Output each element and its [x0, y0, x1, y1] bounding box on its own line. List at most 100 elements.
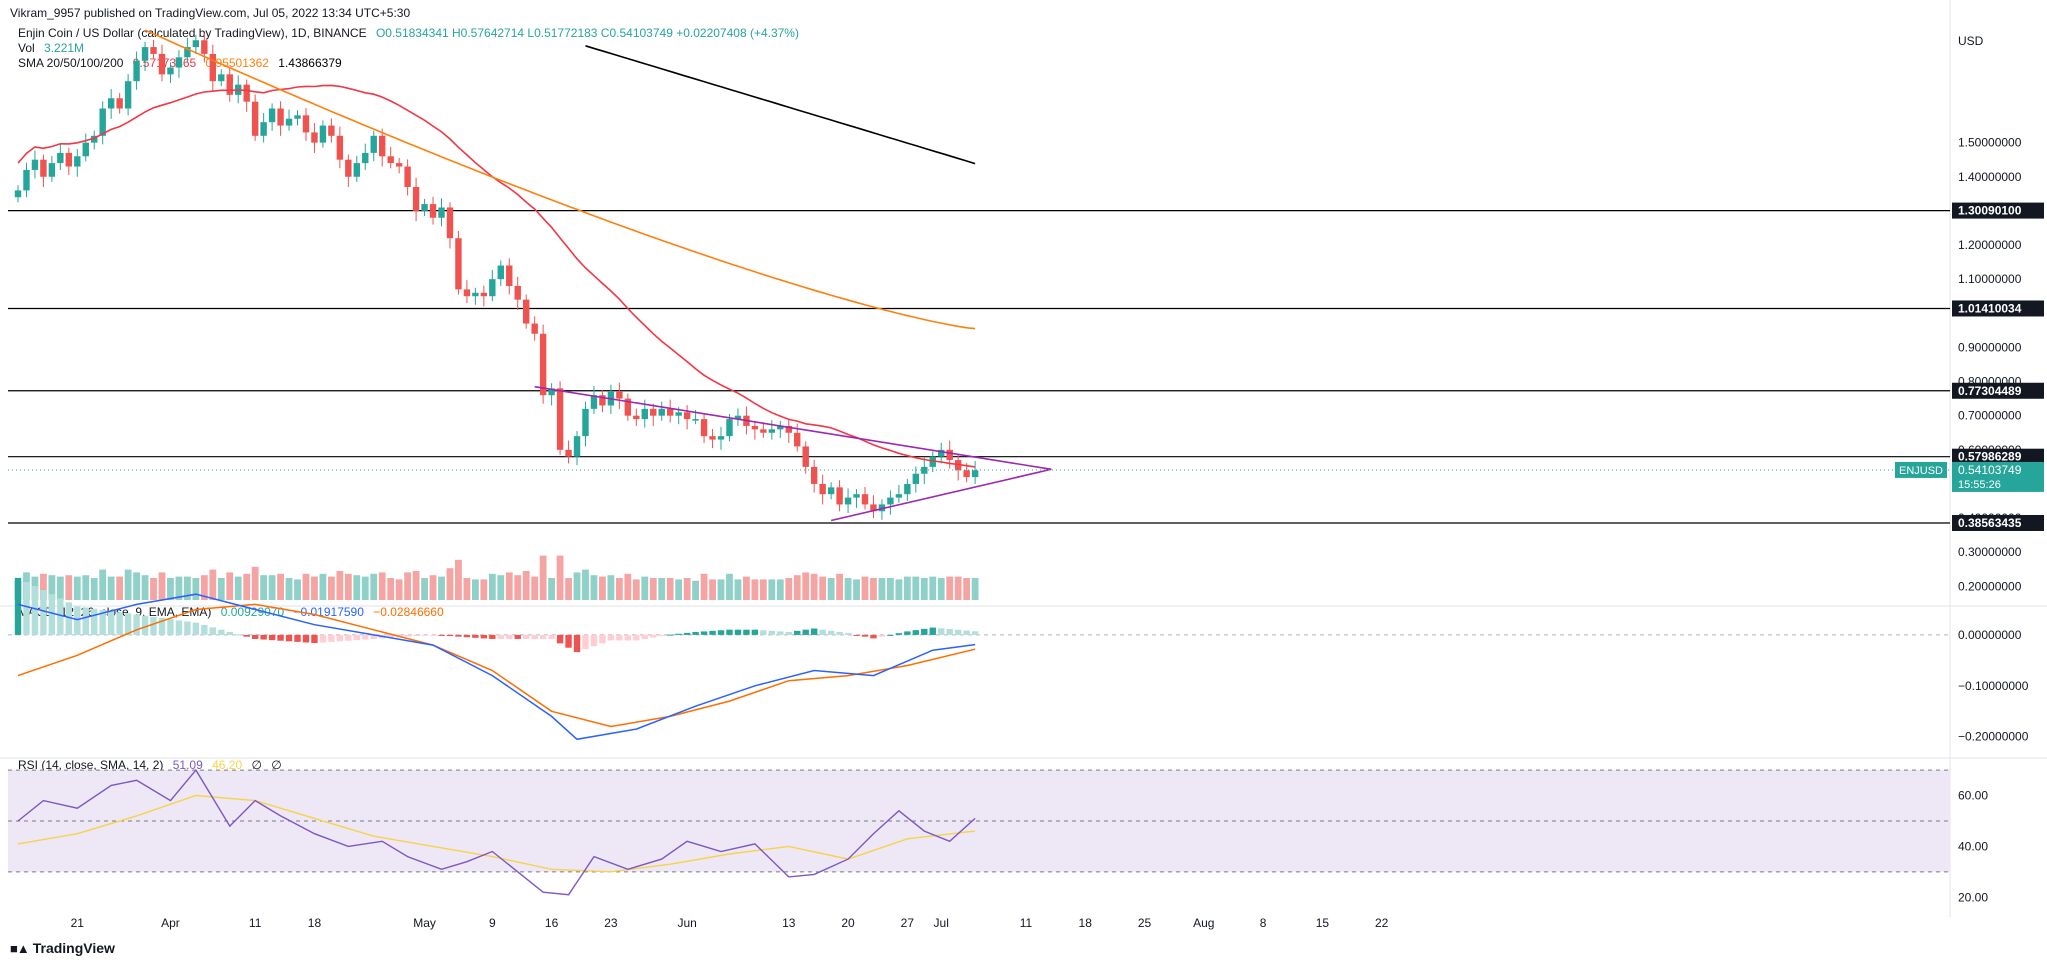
candle-body[interactable]: [285, 118, 293, 126]
candle-body[interactable]: [700, 419, 708, 437]
sma200-line[interactable]: [585, 45, 976, 165]
candle-body[interactable]: [539, 333, 547, 396]
sma100-line[interactable]: [144, 29, 976, 330]
candle-body[interactable]: [938, 449, 945, 457]
candle-body[interactable]: [777, 425, 784, 430]
candle-body[interactable]: [971, 470, 979, 478]
candle-body[interactable]: [31, 159, 39, 170]
macd-line[interactable]: [17, 593, 976, 741]
candle-body[interactable]: [827, 487, 835, 495]
candle-body[interactable]: [565, 449, 572, 457]
candle-body[interactable]: [328, 125, 335, 136]
candle-body[interactable]: [319, 125, 327, 143]
candle-body[interactable]: [531, 323, 538, 334]
candle-body[interactable]: [785, 425, 792, 433]
candle-body[interactable]: [963, 470, 970, 478]
candle-body[interactable]: [353, 163, 360, 177]
candle-body[interactable]: [709, 436, 716, 440]
vol-label[interactable]: Vol: [18, 41, 35, 55]
candle-body[interactable]: [74, 156, 81, 167]
candle-body[interactable]: [641, 408, 648, 420]
candle-body[interactable]: [226, 74, 233, 95]
candle-body[interactable]: [404, 166, 411, 188]
candle-body[interactable]: [133, 60, 140, 82]
trendline-lower[interactable]: [830, 468, 1052, 522]
candle-body[interactable]: [201, 40, 208, 54]
rsi-sma-line[interactable]: [17, 794, 976, 873]
rsi-line[interactable]: [17, 768, 976, 896]
candle-body[interactable]: [463, 289, 471, 297]
candle-body[interactable]: [870, 504, 877, 512]
candle-body[interactable]: [853, 494, 860, 498]
candle-body[interactable]: [116, 98, 123, 109]
candle-body[interactable]: [810, 466, 818, 484]
candle-body[interactable]: [251, 101, 259, 136]
candle-body[interactable]: [624, 398, 632, 416]
candle-body[interactable]: [277, 108, 284, 126]
candle-body[interactable]: [167, 67, 174, 75]
candle-body[interactable]: [836, 487, 843, 505]
candle-body[interactable]: [658, 408, 665, 416]
candle-body[interactable]: [158, 53, 166, 75]
candle-body[interactable]: [904, 483, 911, 495]
candle-body[interactable]: [302, 115, 310, 133]
candle-body[interactable]: [726, 419, 733, 437]
candle-body[interactable]: [209, 53, 217, 82]
candle-body[interactable]: [556, 388, 564, 450]
candle-body[interactable]: [336, 135, 344, 160]
candle-body[interactable]: [438, 207, 445, 218]
tradingview-logo[interactable]: ■▲ TradingView: [10, 940, 115, 956]
candle-body[interactable]: [514, 285, 521, 300]
candle-body[interactable]: [760, 429, 767, 433]
candle-body[interactable]: [768, 429, 776, 433]
candle-body[interactable]: [243, 84, 250, 102]
candle-body[interactable]: [497, 265, 504, 280]
candle-body[interactable]: [23, 169, 30, 191]
candle-body[interactable]: [82, 142, 89, 157]
candle-body[interactable]: [573, 436, 581, 457]
candle-body[interactable]: [489, 279, 496, 297]
candle-body[interactable]: [65, 152, 73, 167]
candle-body[interactable]: [107, 98, 115, 109]
candle-body[interactable]: [362, 152, 369, 164]
candle-body[interactable]: [506, 265, 513, 286]
candle-body[interactable]: [590, 395, 598, 409]
candle-body[interactable]: [124, 81, 132, 109]
candle-body[interactable]: [599, 395, 606, 406]
candle-body[interactable]: [218, 74, 225, 82]
trendline-upper[interactable]: [534, 385, 1052, 471]
rsi-label[interactable]: RSI (14, close, SMA, 14, 2): [18, 758, 164, 772]
candle-body[interactable]: [675, 412, 682, 416]
sma-label[interactable]: SMA 20/50/100/200: [18, 56, 124, 70]
candle-body[interactable]: [683, 412, 691, 420]
candle-body[interactable]: [692, 419, 699, 421]
candle-body[interactable]: [861, 494, 869, 505]
candle-body[interactable]: [421, 204, 428, 211]
candle-body[interactable]: [268, 108, 276, 123]
candle-body[interactable]: [370, 135, 377, 153]
candle-body[interactable]: [455, 238, 462, 290]
candle-body[interactable]: [345, 159, 352, 177]
candle-body[interactable]: [616, 391, 623, 399]
candle-body[interactable]: [912, 473, 920, 484]
symbol-title[interactable]: Enjin Coin / US Dollar (calculated by Tr…: [18, 26, 367, 40]
candle-body[interactable]: [844, 497, 852, 505]
candle-body[interactable]: [99, 108, 106, 136]
candle-body[interactable]: [523, 299, 530, 324]
candle-body[interactable]: [666, 408, 674, 416]
candle-body[interactable]: [794, 432, 801, 447]
candle-body[interactable]: [633, 415, 640, 420]
candle-body[interactable]: [48, 163, 56, 177]
candle-body[interactable]: [802, 446, 809, 467]
candle-body[interactable]: [895, 494, 903, 498]
candle-body[interactable]: [40, 159, 47, 177]
candle-body[interactable]: [548, 388, 555, 396]
candle-body[interactable]: [472, 292, 479, 297]
sma50-line[interactable]: [17, 84, 976, 468]
macd-signal-line[interactable]: [17, 603, 976, 728]
candle-body[interactable]: [446, 207, 454, 239]
candle-body[interactable]: [819, 483, 826, 495]
candle-body[interactable]: [175, 57, 183, 68]
candle-body[interactable]: [184, 47, 191, 58]
candle-body[interactable]: [141, 47, 149, 61]
